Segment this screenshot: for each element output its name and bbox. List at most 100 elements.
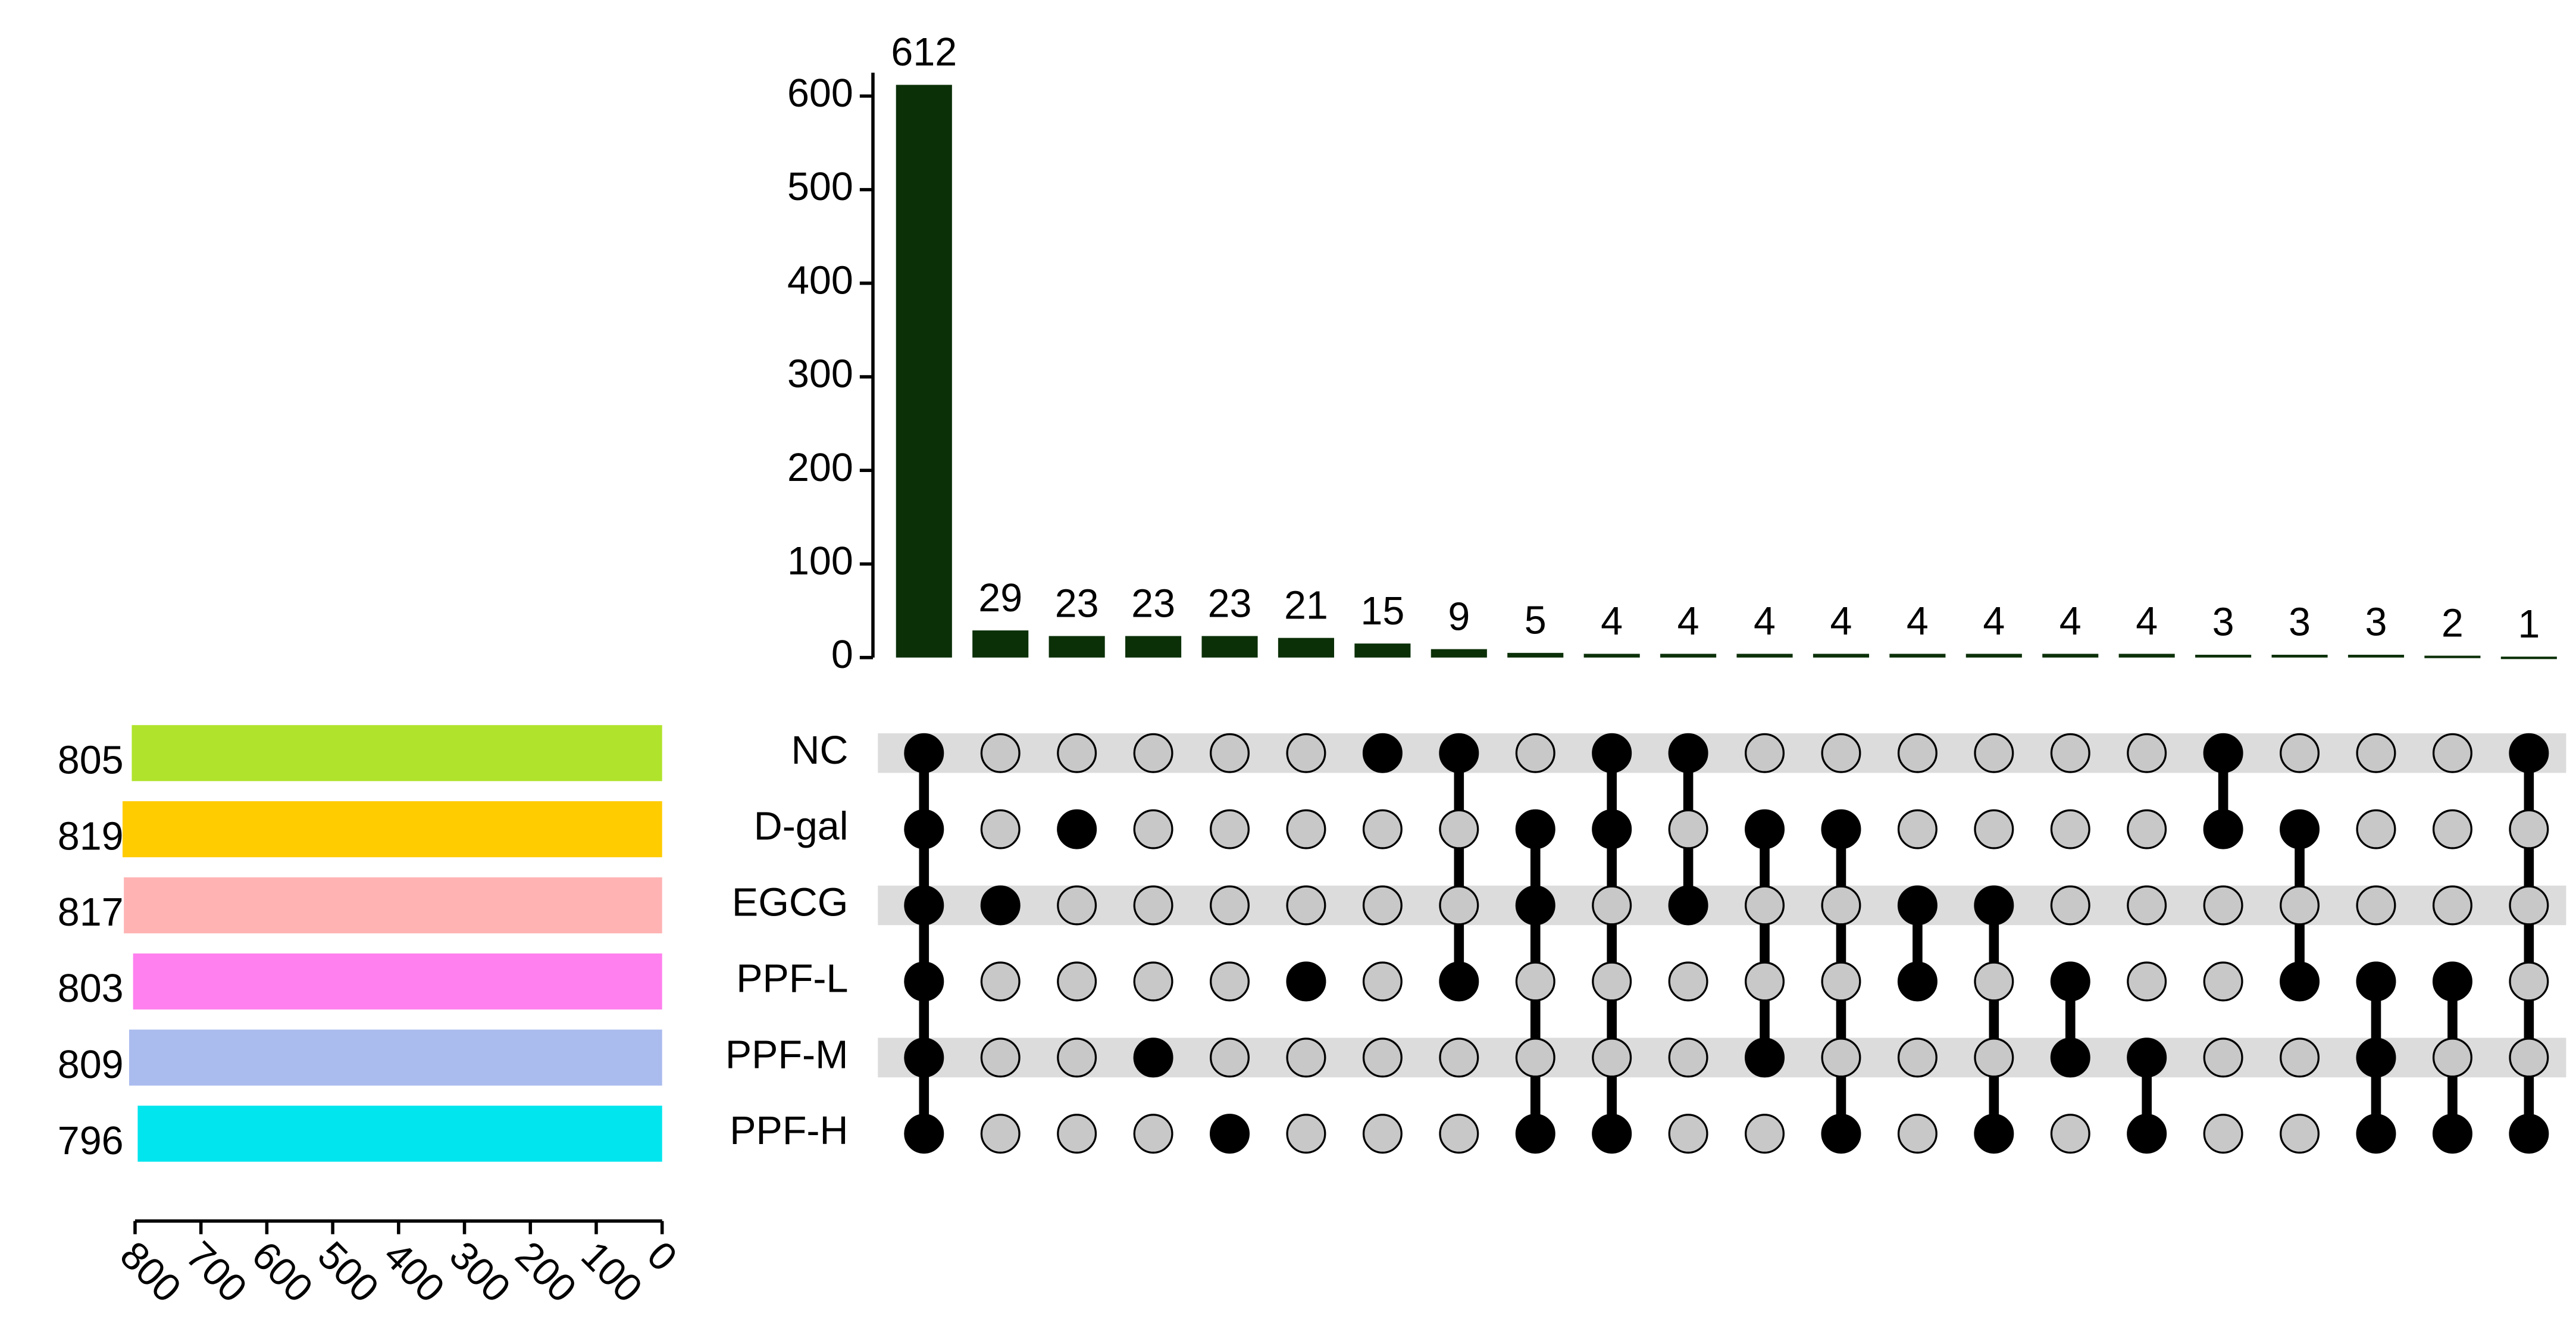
matrix-dot: [2432, 1114, 2472, 1154]
matrix-dot: [1515, 1038, 1555, 1078]
matrix-dot: [1057, 961, 1097, 1002]
matrix-dot: [2509, 885, 2549, 926]
bar: [2195, 654, 2252, 658]
matrix-dot: [1439, 1038, 1479, 1078]
matrix-dot: [2509, 733, 2549, 773]
matrix-dot: [1057, 809, 1097, 849]
matrix-dot: [2356, 733, 2396, 773]
matrix-dot: [1439, 733, 1479, 773]
matrix-dot: [1668, 885, 1708, 926]
set-size-bar: [122, 801, 662, 858]
matrix-dot: [1133, 1114, 1173, 1154]
matrix-dot: [1745, 1114, 1785, 1154]
set-size-label: 796: [58, 1119, 124, 1163]
matrix-dot: [980, 1038, 1021, 1078]
matrix-dot: [1515, 1114, 1555, 1154]
matrix-dot: [2432, 885, 2472, 926]
y-tick-label: 300: [787, 352, 853, 396]
bar-value-label: 5: [1525, 599, 1547, 643]
matrix-dot: [1439, 809, 1479, 849]
matrix-dot: [904, 809, 944, 849]
matrix-dot: [1362, 1038, 1403, 1078]
matrix-dot: [1668, 1114, 1708, 1154]
matrix-dot: [2127, 885, 2167, 926]
matrix-dot: [1286, 733, 1326, 773]
matrix-dot: [2356, 1038, 2396, 1078]
bar: [2271, 654, 2328, 658]
bar: [1201, 636, 1258, 658]
set-label: PPF-H: [730, 1109, 848, 1153]
matrix-dot: [1745, 733, 1785, 773]
bar-value-label: 29: [978, 576, 1022, 620]
bar: [1125, 636, 1182, 658]
matrix-dot: [2127, 961, 2167, 1002]
matrix-dot: [2432, 961, 2472, 1002]
y-tick-label: 0: [831, 633, 853, 677]
matrix-dot: [1668, 809, 1708, 849]
matrix-dot: [1057, 1114, 1097, 1154]
matrix-dot: [2432, 1038, 2472, 1078]
set-size-bar: [137, 1105, 662, 1162]
bar: [1278, 638, 1335, 658]
set-size-bar: [129, 1029, 662, 1086]
matrix-dot: [1592, 885, 1632, 926]
matrix-dot: [2050, 961, 2090, 1002]
set-label: PPF-L: [736, 957, 848, 1001]
matrix-dot: [1897, 733, 1938, 773]
matrix-dot: [1439, 961, 1479, 1002]
matrix-dot: [1821, 733, 1861, 773]
bar: [1507, 652, 1564, 658]
matrix-dot: [1592, 961, 1632, 1002]
bar: [1813, 654, 1870, 658]
matrix-dot: [2050, 733, 2090, 773]
x-tick-label: 600: [243, 1233, 321, 1311]
matrix-dot: [1668, 733, 1708, 773]
matrix-dot: [1515, 961, 1555, 1002]
set-label: EGCG: [732, 881, 849, 925]
matrix-dot: [2280, 961, 2320, 1002]
bar-value-label: 4: [2136, 599, 2158, 643]
matrix-dot: [2203, 1038, 2243, 1078]
matrix-dot: [904, 1038, 944, 1078]
matrix-dot: [2280, 809, 2320, 849]
matrix-dot: [2432, 733, 2472, 773]
matrix-dot: [980, 1114, 1021, 1154]
matrix-dot: [1133, 809, 1173, 849]
matrix-dot: [904, 733, 944, 773]
matrix-dot: [1362, 1114, 1403, 1154]
matrix-dot: [2280, 1114, 2320, 1154]
matrix-dot: [1974, 885, 2014, 926]
matrix-dot: [1897, 961, 1938, 1002]
x-tick-label: 700: [177, 1233, 255, 1311]
bar: [2500, 657, 2557, 660]
matrix-dot: [1821, 1038, 1861, 1078]
matrix-dot: [1057, 733, 1097, 773]
matrix-dot: [1897, 809, 1938, 849]
matrix-dot: [2509, 961, 2549, 1002]
matrix-dot: [2509, 809, 2549, 849]
x-tick-label: 0: [638, 1233, 685, 1280]
x-tick-label: 400: [375, 1233, 453, 1311]
matrix-dot: [1210, 809, 1250, 849]
matrix-dot: [904, 1114, 944, 1154]
y-tick-label: 400: [787, 258, 853, 302]
matrix-dot: [1745, 961, 1785, 1002]
bar-value-label: 3: [2289, 601, 2311, 645]
bar-value-label: 4: [1907, 599, 1929, 643]
matrix-dot: [1286, 809, 1326, 849]
bar-value-label: 1: [2518, 602, 2540, 646]
bar: [1583, 654, 1640, 658]
set-size-bar: [133, 953, 662, 1010]
matrix-dot: [2356, 809, 2396, 849]
matrix-dot: [1133, 961, 1173, 1002]
matrix-dot: [1974, 733, 2014, 773]
matrix-dot: [2509, 1114, 2549, 1154]
matrix-dot: [1515, 733, 1555, 773]
matrix-dot: [1286, 961, 1326, 1002]
matrix-dot: [1210, 885, 1250, 926]
bar: [1889, 654, 1946, 658]
matrix-dot: [1057, 885, 1097, 926]
matrix-dot: [980, 733, 1021, 773]
matrix-dot: [1210, 733, 1250, 773]
